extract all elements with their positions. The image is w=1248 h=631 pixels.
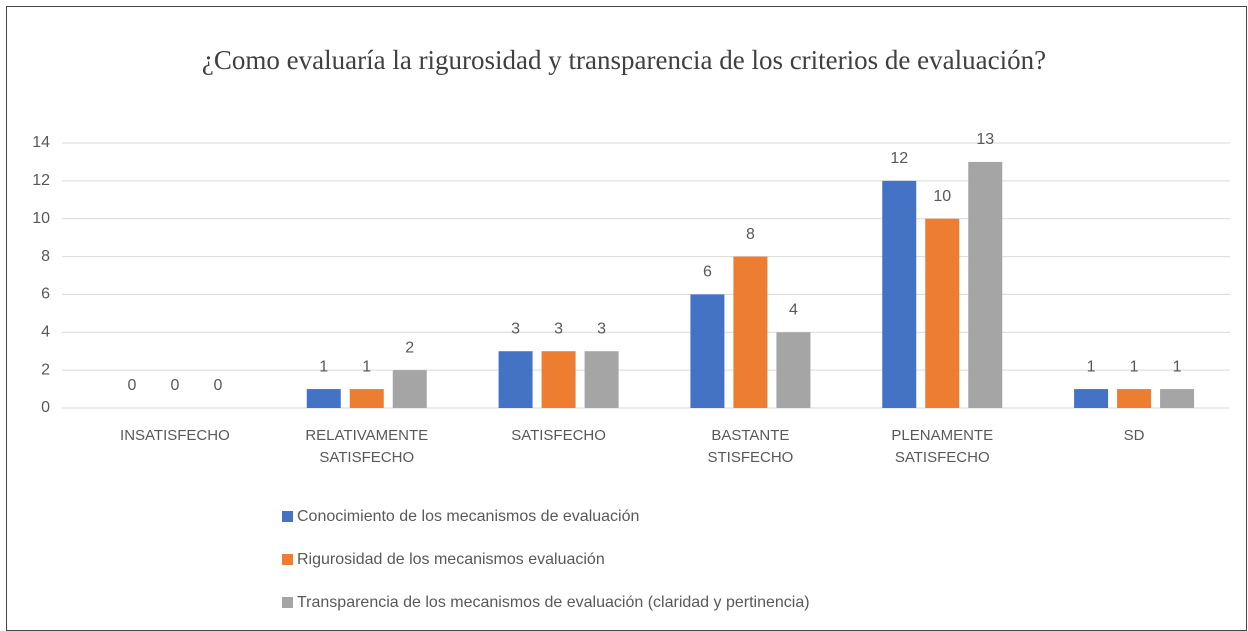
x-tick-label: SATISFECHO xyxy=(511,427,606,444)
x-tick-label: SD xyxy=(1123,427,1145,444)
legend-label: Conocimiento de los mecanismos de evalua… xyxy=(297,508,639,525)
bar xyxy=(733,256,768,408)
bar xyxy=(776,332,811,408)
data-label: 1 xyxy=(362,358,371,375)
x-tick-label: INSATISFECHO xyxy=(120,427,230,444)
legend-label: Rigurosidad de los mecanismos evaluación xyxy=(297,551,605,568)
y-tick-label: 0 xyxy=(41,399,50,416)
data-label: 10 xyxy=(933,188,951,205)
x-tick-label: RELATIVAMENTE SATISFECHO xyxy=(305,427,429,466)
y-tick-label: 12 xyxy=(32,172,50,189)
bar xyxy=(584,351,619,408)
data-label: 8 xyxy=(746,226,755,243)
y-tick-label: 6 xyxy=(41,286,50,303)
data-label: 1 xyxy=(319,358,328,375)
legend-swatch xyxy=(282,511,293,522)
bar xyxy=(306,389,341,408)
y-tick-label: 14 xyxy=(32,134,50,151)
chart-title: ¿Como evaluaría la rigurosidad y transpa… xyxy=(201,45,1047,75)
data-label: 3 xyxy=(597,320,606,337)
data-label: 3 xyxy=(511,320,520,337)
data-label: 2 xyxy=(405,339,414,356)
data-label: 1 xyxy=(1087,358,1096,375)
data-label: 0 xyxy=(170,377,179,394)
y-tick-label: 10 xyxy=(32,210,50,227)
bar xyxy=(968,161,1003,408)
bar xyxy=(925,218,960,408)
legend-swatch xyxy=(282,554,293,565)
x-tick-label: BASTANTE STISFECHO xyxy=(707,427,794,466)
legend-swatch xyxy=(282,597,293,608)
frame xyxy=(6,6,1247,631)
data-label: 13 xyxy=(976,131,994,148)
bar xyxy=(541,351,576,408)
data-label: 4 xyxy=(789,302,798,319)
bar xyxy=(392,370,427,408)
data-label: 3 xyxy=(554,320,563,337)
bar xyxy=(1117,389,1152,408)
bar xyxy=(349,389,384,408)
y-tick-label: 2 xyxy=(41,361,50,378)
y-tick-label: 8 xyxy=(41,248,50,265)
legend-label: Transparencia de los mecanismos de evalu… xyxy=(297,594,810,611)
bar xyxy=(1160,389,1195,408)
bar xyxy=(498,351,533,408)
data-label: 1 xyxy=(1130,358,1139,375)
data-label: 1 xyxy=(1173,358,1182,375)
data-label: 6 xyxy=(703,264,712,281)
data-label: 0 xyxy=(213,377,222,394)
data-label: 12 xyxy=(890,150,908,167)
bar xyxy=(882,180,917,408)
bar xyxy=(690,294,725,408)
y-tick-label: 4 xyxy=(41,324,50,341)
bar xyxy=(1074,389,1109,408)
x-tick-label: PLENAMENTE SATISFECHO xyxy=(891,427,994,466)
data-label: 0 xyxy=(127,377,136,394)
